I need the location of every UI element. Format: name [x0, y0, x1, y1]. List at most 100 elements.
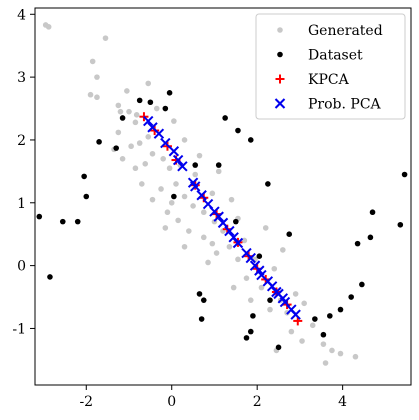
generated-point: [117, 108, 124, 115]
generated-point: [94, 94, 100, 101]
y-tick-label: -1: [12, 321, 26, 337]
generated-point: [160, 156, 166, 162]
generated-point: [124, 88, 130, 94]
prob-pca-point: [196, 190, 207, 201]
generated-point: [209, 190, 216, 197]
prob-pca-point-b: [160, 137, 171, 149]
prob-pca-point-b: [262, 276, 274, 287]
generated-point: [149, 150, 156, 157]
prob-pca-point-b: [196, 190, 207, 201]
dataset-point: [359, 281, 365, 288]
generated-point: [181, 193, 188, 200]
generated-point: [175, 217, 181, 224]
dataset-point: [119, 115, 126, 121]
prob-pca-point-b: [168, 146, 180, 157]
dataset-point: [196, 291, 203, 297]
generated-point: [126, 108, 132, 115]
generated-point: [320, 341, 327, 347]
legend-label-prob-pca: Prob. PCA: [308, 97, 382, 113]
dataset-point: [320, 331, 327, 338]
dataset-point: [215, 162, 222, 168]
prob-pca-point-b: [228, 232, 239, 243]
dataset-point: [74, 218, 81, 225]
generated-point: [133, 112, 140, 118]
legend-label-dataset: Dataset: [308, 48, 363, 64]
generated-point: [200, 234, 207, 241]
generated-point: [145, 134, 152, 140]
prob-pca-point: [168, 146, 180, 157]
generated-point: [173, 181, 179, 187]
generated-point: [181, 137, 188, 143]
generated-point: [288, 328, 295, 335]
dataset-point: [397, 221, 404, 228]
generated-point: [243, 275, 250, 281]
x-tick-label: 0: [167, 394, 176, 410]
prob-pca-point-b: [266, 281, 278, 292]
dataset-point: [265, 181, 271, 187]
prob-pca-point-b: [256, 269, 267, 281]
dataset-point: [312, 316, 318, 322]
generated-point: [190, 203, 196, 209]
generated-point: [115, 102, 122, 109]
prob-pca-point-b: [213, 211, 224, 222]
generated-point: [301, 300, 307, 307]
prob-pca-point-b: [143, 115, 154, 127]
dataset-point: [36, 213, 43, 220]
generated-point: [337, 350, 344, 357]
prob-pca-point-b: [187, 177, 199, 188]
dataset-point: [81, 173, 87, 180]
prob-pca-point-b: [279, 296, 291, 308]
generated-point: [145, 80, 152, 87]
generated-point: [196, 152, 203, 159]
generated-point: [235, 256, 241, 263]
series-layer: [36, 22, 408, 366]
dataset-point: [275, 344, 282, 351]
x-tick-label: -2: [79, 394, 93, 410]
legend-marker-prob-pca: [274, 98, 286, 109]
prob-pca-point-b: [153, 128, 165, 139]
generated-point: [136, 140, 143, 146]
dataset-point: [367, 234, 374, 241]
generated-point: [158, 186, 164, 192]
legend-label-kpca: KPCA: [308, 72, 350, 88]
dataset-point: [337, 306, 344, 313]
dataset-point: [192, 162, 199, 168]
generated-point: [309, 322, 316, 329]
generated-point: [115, 129, 122, 136]
dataset-point: [166, 90, 173, 96]
prob-pca-point: [232, 237, 244, 249]
prob-pca-point-b: [249, 260, 261, 271]
prob-pca-point-b: [177, 161, 188, 172]
legend-label-generated: Generated: [308, 23, 383, 39]
dataset-point: [247, 137, 254, 143]
prob-pca-point: [177, 161, 188, 172]
dataset-point: [233, 218, 239, 225]
legend-marker-generated: [277, 27, 283, 33]
generated-point: [352, 353, 359, 360]
series-prob-pca: [143, 115, 301, 320]
dataset-point: [222, 115, 228, 121]
generated-point: [329, 347, 335, 354]
dataset-point: [243, 335, 250, 341]
generated-point: [186, 228, 192, 234]
generated-point: [119, 156, 126, 162]
y-tick-label: 1: [17, 196, 26, 212]
generated-point: [45, 24, 52, 30]
generated-point: [280, 247, 286, 253]
dataset-point: [113, 145, 119, 151]
prob-pca-point-b: [202, 198, 214, 210]
generated-point: [226, 243, 233, 250]
generated-point: [322, 360, 329, 366]
dataset-point: [348, 294, 354, 300]
prob-pca-point: [224, 225, 235, 237]
prob-pca-point: [213, 211, 224, 222]
prob-pca-point: [153, 128, 165, 139]
generated-point: [209, 240, 216, 247]
generated-point: [94, 74, 100, 80]
generated-point: [139, 181, 145, 187]
generated-point: [162, 225, 169, 231]
prob-pca-point-b: [232, 237, 244, 249]
ticks-layer: -2 0 2 4 -1 0 1 2 3 4: [12, 7, 347, 410]
generated-point: [181, 243, 188, 250]
